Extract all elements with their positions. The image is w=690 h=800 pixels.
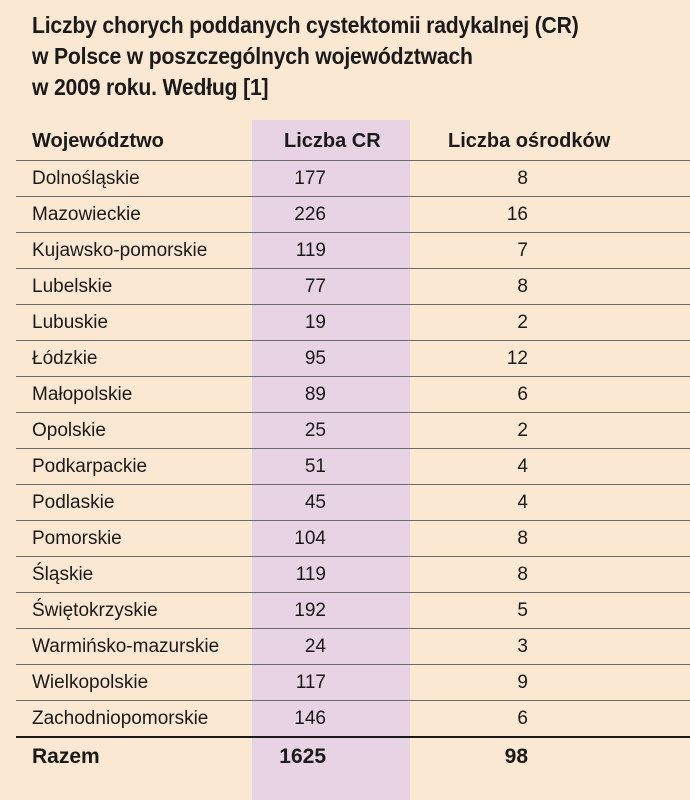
cell-wojewodztwo: Wielkopolskie: [16, 664, 252, 701]
cell-liczba-osrodkow: 8: [410, 160, 690, 197]
total-cr: 1625: [252, 736, 410, 776]
table-row: Śląskie 119 8: [16, 556, 690, 593]
cell-liczba-cr: 119: [252, 232, 410, 269]
table-row: Zachodniopomorskie 146 6: [16, 700, 690, 737]
cell-liczba-cr: 51: [252, 448, 410, 485]
header-liczba-osrodkow: Liczba ośrodków: [410, 122, 690, 161]
cell-liczba-cr: 177: [252, 160, 410, 197]
cell-wojewodztwo: Podlaskie: [16, 484, 252, 521]
cell-wojewodztwo: Podkarpackie: [16, 448, 252, 485]
cell-liczba-cr: 19: [252, 304, 410, 341]
table-row: Podlaskie 45 4: [16, 484, 690, 521]
title-line-1: Liczby chorych poddanych cystektomii rad…: [32, 12, 579, 38]
title-line-3: w 2009 roku. Według [1]: [32, 74, 269, 100]
cell-liczba-osrodkow: 5: [410, 592, 690, 629]
table-row: Warmińsko-mazurskie 24 3: [16, 628, 690, 665]
cell-wojewodztwo: Zachodniopomorskie: [16, 700, 252, 737]
cell-wojewodztwo: Warmińsko-mazurskie: [16, 628, 252, 665]
total-label: Razem: [16, 736, 252, 776]
cell-wojewodztwo: Dolnośląskie: [16, 160, 252, 197]
table-row: Łódzkie 95 12: [16, 340, 690, 377]
cell-liczba-osrodkow: 8: [410, 556, 690, 593]
total-row: Razem 1625 98: [16, 736, 690, 776]
cell-wojewodztwo: Mazowieckie: [16, 196, 252, 233]
cell-wojewodztwo: Małopolskie: [16, 376, 252, 413]
header-wojewodztwo: Województwo: [16, 122, 252, 161]
data-table: Województwo Liczba CR Liczba ośrodków Do…: [16, 122, 690, 776]
cell-liczba-cr: 192: [252, 592, 410, 629]
table-row: Mazowieckie 226 16: [16, 196, 690, 233]
cell-wojewodztwo: Pomorskie: [16, 520, 252, 557]
table-row: Opolskie 25 2: [16, 412, 690, 449]
cell-liczba-osrodkow: 3: [410, 628, 690, 665]
table-row: Kujawsko-pomorskie 119 7: [16, 232, 690, 269]
cell-wojewodztwo: Łódzkie: [16, 340, 252, 377]
cell-liczba-osrodkow: 12: [410, 340, 690, 377]
table-row: Świętokrzyskie 192 5: [16, 592, 690, 629]
cell-wojewodztwo: Kujawsko-pomorskie: [16, 232, 252, 269]
cell-wojewodztwo: Śląskie: [16, 556, 252, 593]
table-row: Wielkopolskie 117 9: [16, 664, 690, 701]
table-row: Dolnośląskie 177 8: [16, 160, 690, 197]
cell-liczba-osrodkow: 2: [410, 304, 690, 341]
cell-liczba-cr: 146: [252, 700, 410, 737]
cell-liczba-cr: 95: [252, 340, 410, 377]
cell-liczba-cr: 89: [252, 376, 410, 413]
cell-liczba-osrodkow: 9: [410, 664, 690, 701]
title-line-2: w Polsce w poszczególnych województwach: [32, 43, 473, 69]
cell-wojewodztwo: Opolskie: [16, 412, 252, 449]
cell-liczba-osrodkow: 6: [410, 700, 690, 737]
total-osrodki: 98: [410, 736, 690, 776]
table-row: Lubuskie 19 2: [16, 304, 690, 341]
cell-wojewodztwo: Świętokrzyskie: [16, 592, 252, 629]
cell-liczba-cr: 104: [252, 520, 410, 557]
cell-liczba-cr: 24: [252, 628, 410, 665]
table-row: Pomorskie 104 8: [16, 520, 690, 557]
cell-liczba-osrodkow: 7: [410, 232, 690, 269]
cell-liczba-osrodkow: 16: [410, 196, 690, 233]
cell-liczba-osrodkow: 2: [410, 412, 690, 449]
cell-liczba-cr: 119: [252, 556, 410, 593]
cell-wojewodztwo: Lubuskie: [16, 304, 252, 341]
cell-liczba-cr: 226: [252, 196, 410, 233]
header-liczba-cr: Liczba CR: [252, 122, 410, 161]
table-row: Podkarpackie 51 4: [16, 448, 690, 485]
cell-liczba-osrodkow: 4: [410, 448, 690, 485]
cell-liczba-osrodkow: 6: [410, 376, 690, 413]
cell-liczba-cr: 45: [252, 484, 410, 521]
table-title: Liczby chorych poddanych cystektomii rad…: [32, 10, 630, 103]
table-row: Lubelskie 77 8: [16, 268, 690, 305]
table-body: Dolnośląskie 177 8 Mazowieckie 226 16 Kujawsko…: [16, 160, 690, 737]
cell-liczba-osrodkow: 8: [410, 520, 690, 557]
cell-wojewodztwo: Lubelskie: [16, 268, 252, 305]
cell-liczba-osrodkow: 4: [410, 484, 690, 521]
cell-liczba-osrodkow: 8: [410, 268, 690, 305]
table-row: Małopolskie 89 6: [16, 376, 690, 413]
cell-liczba-cr: 117: [252, 664, 410, 701]
header-row: Województwo Liczba CR Liczba ośrodków: [16, 122, 690, 161]
cell-liczba-cr: 25: [252, 412, 410, 449]
cell-liczba-cr: 77: [252, 268, 410, 305]
